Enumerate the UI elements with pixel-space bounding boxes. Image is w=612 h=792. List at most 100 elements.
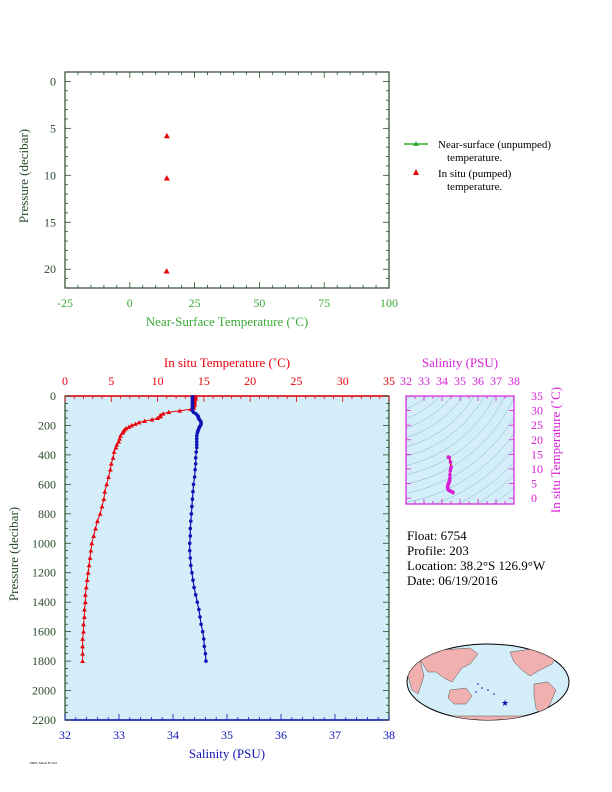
- p2-sal-tick-label: 35: [221, 728, 233, 742]
- p2-temperature-point: [114, 442, 120, 447]
- p2-pressure-tick-label: 1400: [32, 595, 56, 609]
- p2-pressure-tick-label: 2200: [32, 713, 56, 727]
- p2-salinity-point: [195, 431, 200, 435]
- p2-pressure-tick-label: 1800: [32, 654, 56, 668]
- p2-temperature-point: [116, 439, 122, 444]
- p2-salinity-point: [200, 629, 205, 634]
- p2-temperature-point: [119, 430, 125, 435]
- legend-pumped-marker: [413, 169, 419, 175]
- p2-salinity-point: [189, 512, 194, 516]
- legend-pumped-label: In situ (pumped): [438, 168, 512, 180]
- p2-temperature-point: [177, 408, 183, 413]
- p3-ts-point: [448, 473, 452, 477]
- p2-pressure-tick-label: 400: [38, 448, 56, 462]
- profile-panel: 0 5 10 15 20 25 30 35 32 33 34 35 36 37 38 0 200 400 600…: [6, 355, 395, 761]
- p2-salinity-point: [188, 534, 193, 538]
- p1-x-tick-label: 75: [318, 296, 330, 310]
- p2-salinity-point: [198, 615, 202, 619]
- p2-salinity-point: [193, 467, 197, 472]
- p2-salinity-point: [193, 456, 198, 460]
- p2-pressure-tick-label: 1600: [32, 625, 56, 639]
- date: Date: 06/19/2016: [407, 573, 498, 588]
- p2-temperature-point: [81, 621, 86, 627]
- p2-salinity-point: [199, 622, 203, 627]
- p2-salinity-profile: [187, 394, 208, 663]
- near-surface-temperature-panel: -25 0 25 50 75 100 0 5 10 15 20 Near-Surface Temp…: [16, 71, 398, 329]
- p2-top-axis-label: In situ Temperature (˚C): [164, 355, 290, 370]
- p3-salinity-tick-labels: 32 33 34 35 36 37 38: [400, 374, 520, 388]
- p2-salinity-point: [195, 600, 200, 604]
- profile-number: Profile: 203: [407, 543, 469, 558]
- p1-x-tick-label: 100: [380, 296, 398, 310]
- p1-point: [163, 175, 170, 181]
- p1-y-tick-label: 5: [50, 121, 56, 135]
- p2-sal-tick-label: 32: [59, 728, 71, 742]
- p2-temperature-point: [102, 489, 108, 494]
- p2-salinity-point: [201, 637, 206, 641]
- p3-x-tick-label: 34: [436, 374, 448, 388]
- map-asia: [419, 647, 479, 683]
- p2-temperature-point: [136, 420, 142, 425]
- p2-temperature-point: [89, 540, 95, 546]
- p2-sal-tick-label: 34: [167, 728, 179, 742]
- p1-data-points: [163, 132, 170, 274]
- legend-pumped-label2: temperature.: [447, 181, 503, 193]
- p1-y-tick-label: 15: [44, 215, 56, 229]
- p2-temp-tick-label: 25: [290, 374, 302, 388]
- p1-x-tick-label: 25: [189, 296, 201, 310]
- p2-salinity-point: [187, 541, 192, 546]
- location-map: ★: [406, 643, 570, 721]
- p2-pressure-tick-label: 0: [50, 389, 56, 403]
- p2-salinity-point: [191, 578, 195, 582]
- p2-temperature-point: [82, 607, 87, 612]
- p2-temperature-point: [82, 614, 87, 619]
- p2-salinity-tick-labels: 32 33 34 35 36 37 38: [59, 728, 395, 742]
- float-info-block: Float: 6754 Profile: 203 Location: 38.2°…: [407, 528, 546, 588]
- p1-point: [163, 268, 170, 274]
- p2-temperature-point: [118, 433, 123, 438]
- p3-y-tick-label: 0: [531, 491, 537, 505]
- p1-x-tick-label: 0: [127, 296, 133, 310]
- p2-temperature-point: [126, 424, 132, 429]
- p3-y-tick-label: 20: [531, 433, 543, 447]
- p2-temperature-point: [149, 417, 155, 422]
- p3-y-tick-label: 25: [531, 418, 543, 432]
- p3-ts-point: [451, 490, 455, 495]
- p2-temperature-point: [83, 585, 89, 590]
- p2-salinity-point: [194, 436, 199, 441]
- p2-salinity-point: [204, 659, 208, 663]
- p2-temp-tick-label: 20: [244, 374, 256, 388]
- map-island: [493, 693, 495, 695]
- p1-y-tick-label: 0: [50, 74, 56, 88]
- p2-temperature-point: [132, 421, 138, 426]
- p2-salinity-point: [187, 548, 192, 553]
- p1-frame: [64, 71, 390, 289]
- p2-salinity-point: [189, 563, 193, 568]
- p2-y-axis-label: Pressure (decibar): [6, 507, 21, 601]
- p2-temperature-point: [129, 423, 135, 428]
- p2-salinity-point: [197, 607, 201, 612]
- p2-temperature-point: [81, 629, 86, 634]
- p2-frame: [64, 395, 390, 721]
- p3-frame-bg: [406, 396, 514, 504]
- p1-tick-marks: [64, 72, 390, 289]
- location: Location: 38.2°S 126.9°W: [407, 558, 546, 573]
- p3-y-tick-label: 5: [531, 477, 537, 491]
- p3-tick-marks: [405, 395, 515, 504]
- p2-temperature-point: [80, 651, 85, 656]
- map-island: [487, 689, 489, 691]
- p2-temperature-point: [104, 481, 110, 487]
- p3-y-axis-label: In situ Temperature (˚C): [548, 387, 563, 513]
- p3-y-tick-label: 15: [531, 447, 543, 461]
- p2-salinity-point: [193, 593, 198, 597]
- p2-pressure-tick-label: 2000: [32, 684, 56, 698]
- map-antarctica: [419, 715, 561, 720]
- p2-temperature-point: [84, 577, 90, 583]
- p2-temperature-point: [80, 636, 85, 641]
- legend-unpumped-marker: [413, 141, 419, 146]
- p2-temp-tick-label: 35: [383, 374, 395, 388]
- p2-salinity-point: [194, 433, 199, 438]
- p2-salinity-point: [192, 475, 197, 479]
- p2-salinity-point: [190, 497, 195, 501]
